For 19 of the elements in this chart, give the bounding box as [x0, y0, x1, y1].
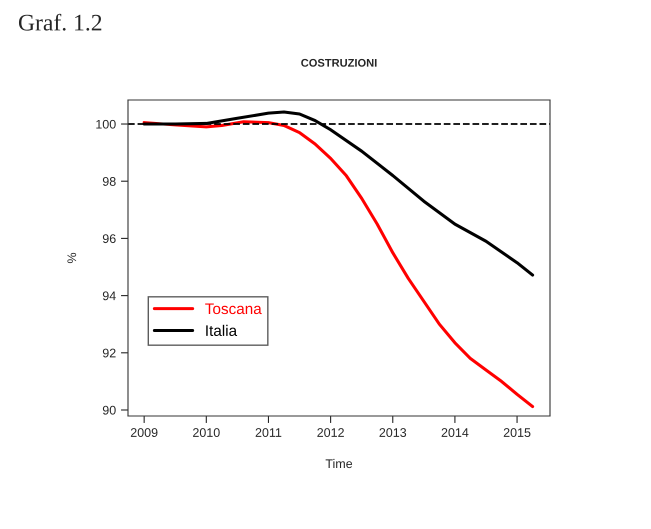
y-tick-label: 92	[102, 348, 116, 358]
x-tick-label: 2013	[379, 428, 406, 437]
text: Graf. 1.2	[18, 14, 102, 31]
y-tick-label: 98	[102, 177, 116, 186]
x-tick-label: 2014	[442, 428, 468, 437]
x-tick-label: 2011	[256, 428, 282, 437]
x-tick-label: 2009	[130, 428, 158, 437]
y-tick-label: 90	[102, 406, 116, 415]
y-axis-title: %	[67, 252, 76, 264]
x-tick-label: 2012	[317, 428, 344, 437]
x-tick-label: 2015	[504, 428, 530, 437]
x-axis-title: Time	[326, 458, 352, 468]
x-tick-label: 2010	[193, 428, 220, 437]
y-tick-label: 100	[96, 120, 116, 129]
legend-label: Italia	[206, 324, 238, 336]
chart-title: COSTRUZIONI	[301, 58, 377, 67]
y-tick-label: 94	[102, 291, 116, 300]
y-tick-label: 96	[102, 234, 116, 244]
legend-label: Toscana	[205, 303, 262, 314]
